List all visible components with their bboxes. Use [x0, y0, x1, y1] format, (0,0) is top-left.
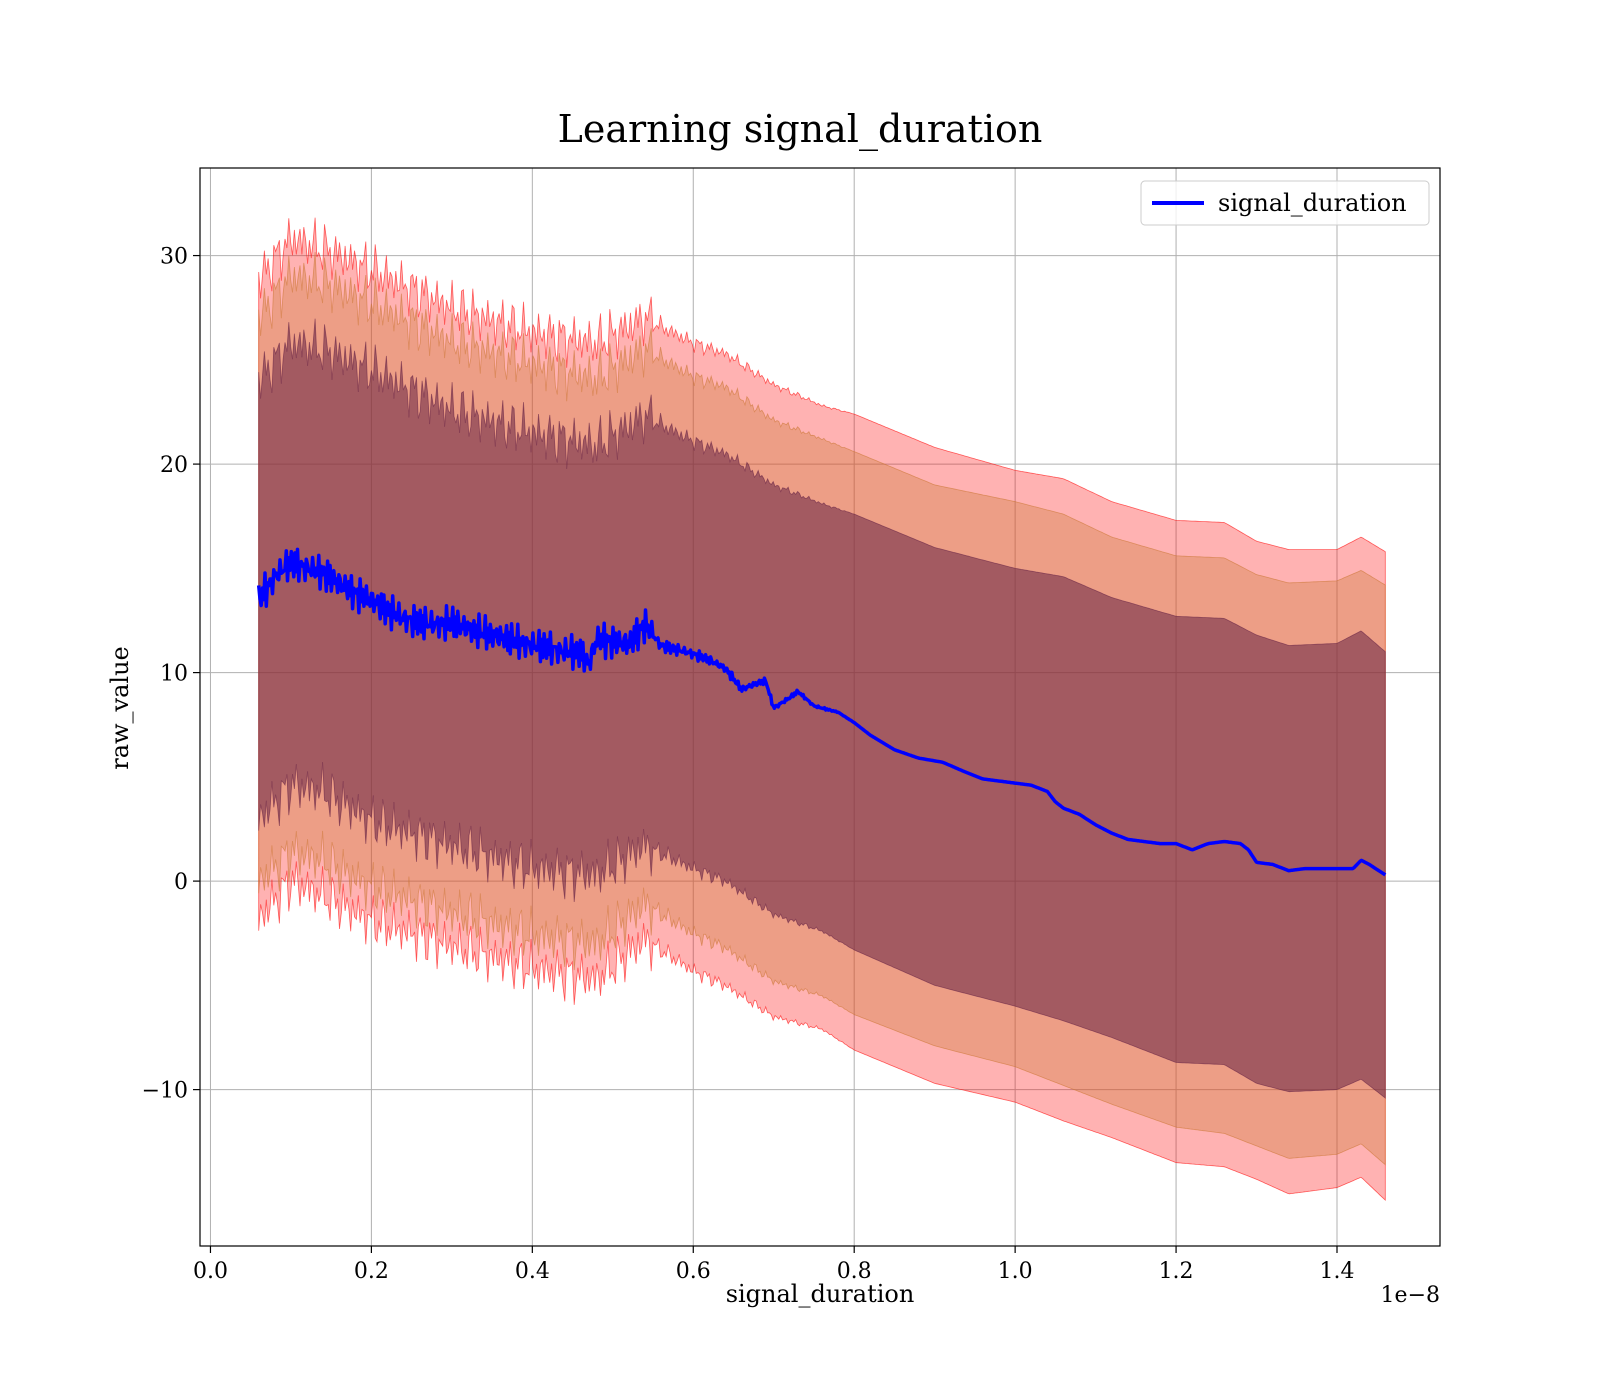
series-line-signal-duration [256, 547, 1387, 877]
x-ticks: 0.0 0.2 0.4 0.6 0.8 1.0 1.2 1.4 [193, 1246, 1355, 1284]
line-layer [256, 547, 1387, 877]
x-tick-label: 0.2 [354, 1259, 389, 1284]
x-tick-label: 1.0 [998, 1259, 1033, 1284]
x-axis-label: signal_duration [726, 1280, 915, 1308]
y-ticks: −10 0 10 20 30 [142, 245, 200, 1104]
x-tick-label: 0.8 [837, 1259, 872, 1284]
x-tick-label: 1.2 [1159, 1259, 1194, 1284]
chart-title: Learning signal_duration [558, 107, 1043, 152]
y-tick-label: 0 [174, 870, 188, 895]
legend-box [1140, 180, 1430, 226]
y-tick-label: −10 [142, 1079, 188, 1104]
x-tick-label: 0.4 [515, 1259, 550, 1284]
x-tick-label: 0.6 [676, 1259, 711, 1284]
y-tick-label: 10 [160, 662, 188, 687]
plot-frame [199, 167, 1441, 1247]
y-tick-label: 30 [160, 245, 188, 270]
x-tick-label: 1.4 [1320, 1259, 1355, 1284]
legend: signal_duration [1140, 180, 1430, 226]
legend-label-signal-duration: signal_duration [1218, 189, 1407, 217]
y-axis-label: raw_value [106, 646, 134, 770]
x-tick-label: 0.0 [193, 1259, 228, 1284]
x-axis-offset-text: 1e−8 [1381, 1283, 1440, 1308]
y-tick-label: 20 [160, 453, 188, 478]
